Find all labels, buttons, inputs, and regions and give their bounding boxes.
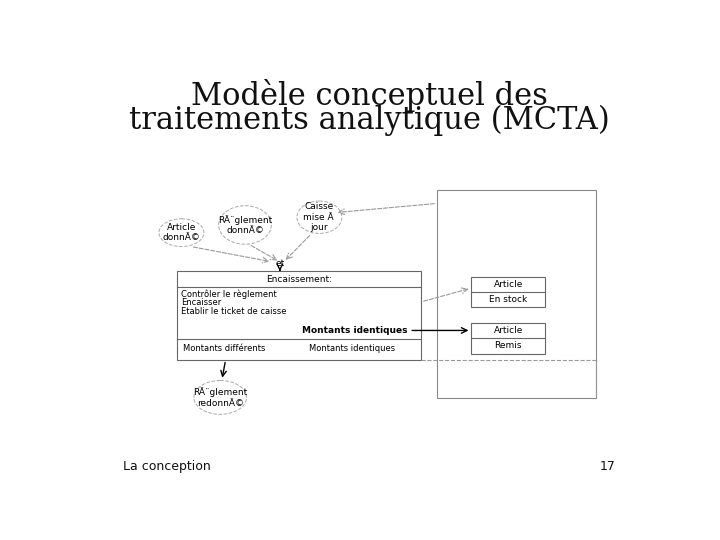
Text: RÃ¨glement
donnÃ©: RÃ¨glement donnÃ©: [218, 215, 272, 235]
Text: Article: Article: [493, 326, 523, 335]
Text: Montants identiques: Montants identiques: [302, 326, 408, 335]
Bar: [472, 323, 545, 354]
Ellipse shape: [219, 206, 271, 244]
Ellipse shape: [159, 219, 204, 247]
Bar: [472, 276, 545, 307]
Bar: [437, 190, 596, 398]
Text: En stock: En stock: [489, 295, 527, 304]
Bar: [177, 271, 421, 360]
Text: Article
donnÃ©: Article donnÃ©: [163, 223, 200, 242]
Text: La conception: La conception: [122, 460, 210, 473]
Text: Montants identiques: Montants identiques: [309, 343, 395, 353]
Text: Etablir le ticket de caisse: Etablir le ticket de caisse: [181, 307, 286, 315]
Text: Encaisser: Encaisser: [181, 298, 221, 307]
Text: Remis: Remis: [495, 341, 522, 350]
Text: Encaissement:: Encaissement:: [266, 275, 332, 284]
Text: traitements analytique (MCTA): traitements analytique (MCTA): [129, 105, 609, 136]
Ellipse shape: [194, 381, 246, 414]
Ellipse shape: [297, 201, 342, 233]
Text: Modèle conceptuel des: Modèle conceptuel des: [191, 79, 547, 112]
Text: Contrôler le règlement: Contrôler le règlement: [181, 289, 276, 299]
Text: Caisse
mise Ã 
jour: Caisse mise Ã jour: [302, 202, 336, 232]
Text: Article: Article: [493, 280, 523, 289]
Text: et: et: [275, 259, 284, 268]
Text: RÃ¨glement
redonnÃ©: RÃ¨glement redonnÃ©: [193, 387, 248, 408]
Text: Montants différents: Montants différents: [183, 343, 266, 353]
Text: 17: 17: [600, 460, 616, 473]
